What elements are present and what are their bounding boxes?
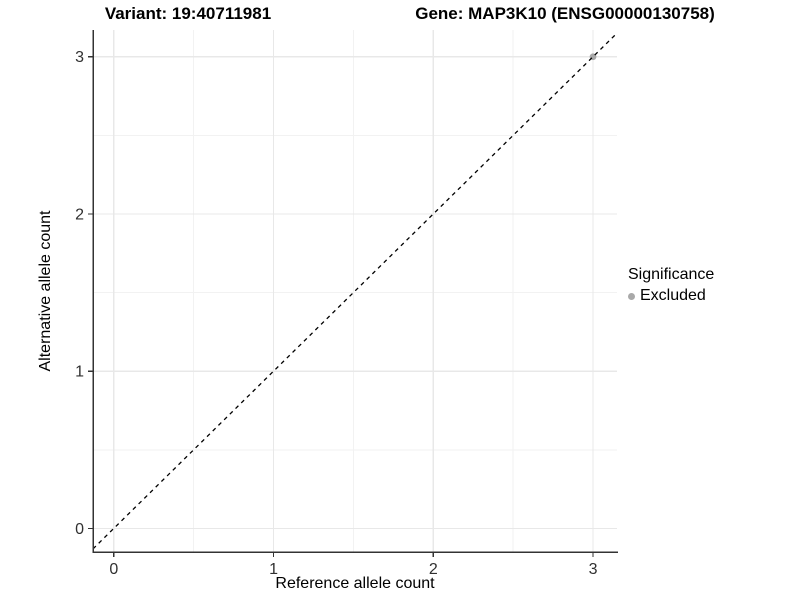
x-tick-label: 1 (269, 561, 278, 578)
plot-title-variant: Variant: 19:40711981 (104, 4, 272, 23)
y-tick-label: 3 (75, 49, 84, 66)
legend-entry-label: Excluded (640, 287, 706, 304)
x-tick-label: 2 (429, 561, 438, 578)
plot-title-gene: Gene: MAP3K10 (ENSG00000130758) (415, 4, 715, 23)
legend-entry-excluded: Excluded (628, 287, 714, 305)
y-tick-label: 1 (75, 364, 84, 381)
y-tick-label: 2 (75, 206, 84, 223)
x-axis-title: Reference allele count (275, 575, 435, 592)
x-tick-label: 0 (109, 561, 118, 578)
y-tick-label: 0 (75, 521, 84, 538)
identity-line (92, 32, 618, 550)
legend-title: Significance (628, 266, 715, 283)
excluded-point-marker-icon (628, 292, 635, 300)
legend: Significance Excluded (628, 266, 714, 305)
x-tick-label: 3 (589, 561, 598, 578)
y-axis-title: Alternative allele count (37, 210, 54, 372)
